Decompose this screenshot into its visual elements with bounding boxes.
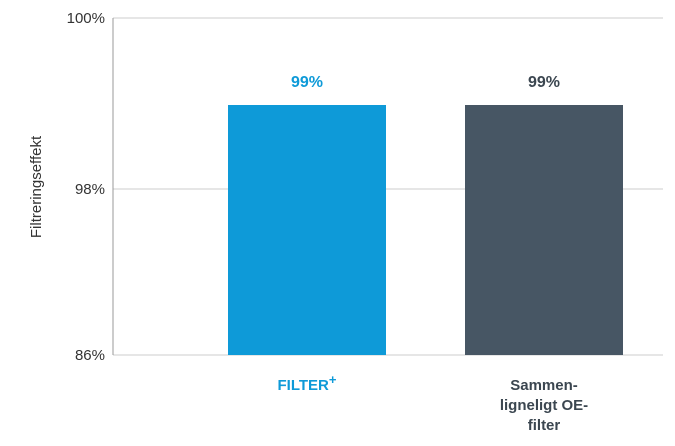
bars [228,105,623,355]
y-tick-label: 100% [67,10,105,27]
bar-2 [465,105,623,355]
y-tick-label: 86% [75,347,105,364]
value-labels: 99% 99% [291,74,560,91]
value-label: 99% [528,74,560,91]
category-label: FILTER+ [278,372,337,394]
y-tick-label: 98% [75,181,105,198]
category-label: Sammen-ligneligt OE-filter [500,377,588,434]
category-labels: FILTER+ Sammen-ligneligt OE-filter [278,372,589,434]
y-axis-title: Filtreringseffekt [28,135,45,238]
bar-1 [228,105,386,355]
value-label: 99% [291,74,323,91]
y-tick-labels: 100% 98% 86% [67,10,105,364]
